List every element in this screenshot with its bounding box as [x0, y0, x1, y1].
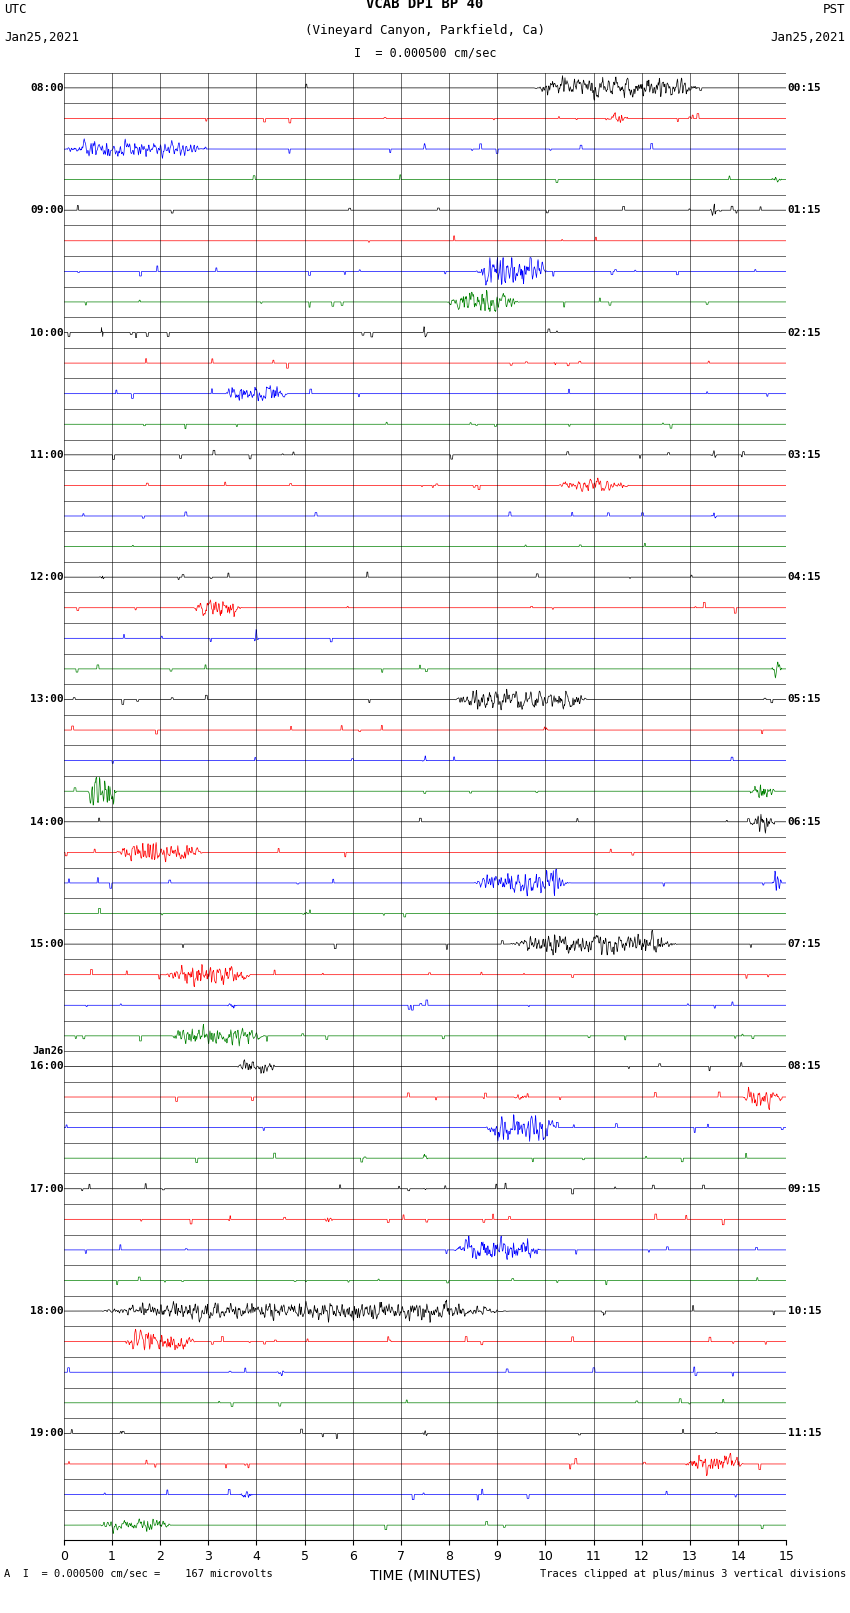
Text: 10:00: 10:00 — [30, 327, 64, 337]
Text: 17:00: 17:00 — [30, 1184, 64, 1194]
Text: 06:15: 06:15 — [787, 816, 821, 827]
Text: UTC: UTC — [4, 3, 26, 16]
Text: 08:00: 08:00 — [30, 82, 64, 94]
Text: 08:15: 08:15 — [787, 1061, 821, 1071]
Text: 01:15: 01:15 — [787, 205, 821, 215]
Text: 10:15: 10:15 — [787, 1307, 821, 1316]
Text: (Vineyard Canyon, Parkfield, Ca): (Vineyard Canyon, Parkfield, Ca) — [305, 24, 545, 37]
Text: I  = 0.000500 cm/sec: I = 0.000500 cm/sec — [354, 47, 496, 60]
Text: 11:15: 11:15 — [787, 1429, 821, 1439]
Text: 14:00: 14:00 — [30, 816, 64, 827]
Text: PST: PST — [824, 3, 846, 16]
Text: A  I  = 0.000500 cm/sec =    167 microvolts: A I = 0.000500 cm/sec = 167 microvolts — [4, 1569, 273, 1579]
Text: 09:00: 09:00 — [30, 205, 64, 215]
Text: Jan26: Jan26 — [32, 1045, 64, 1057]
Text: 19:00: 19:00 — [30, 1429, 64, 1439]
Text: 04:15: 04:15 — [787, 573, 821, 582]
Text: 15:00: 15:00 — [30, 939, 64, 948]
Text: Jan25,2021: Jan25,2021 — [771, 31, 846, 44]
Text: 05:15: 05:15 — [787, 695, 821, 705]
Text: 00:15: 00:15 — [787, 82, 821, 94]
Text: 11:00: 11:00 — [30, 450, 64, 460]
Text: 16:00: 16:00 — [30, 1061, 64, 1071]
Text: 13:00: 13:00 — [30, 695, 64, 705]
Text: Traces clipped at plus/minus 3 vertical divisions: Traces clipped at plus/minus 3 vertical … — [540, 1569, 846, 1579]
Text: 12:00: 12:00 — [30, 573, 64, 582]
Text: 09:15: 09:15 — [787, 1184, 821, 1194]
Text: VCAB DP1 BP 40: VCAB DP1 BP 40 — [366, 0, 484, 11]
Text: 07:15: 07:15 — [787, 939, 821, 948]
X-axis label: TIME (MINUTES): TIME (MINUTES) — [370, 1569, 480, 1582]
Text: Jan25,2021: Jan25,2021 — [4, 31, 79, 44]
Text: 02:15: 02:15 — [787, 327, 821, 337]
Text: 03:15: 03:15 — [787, 450, 821, 460]
Text: 18:00: 18:00 — [30, 1307, 64, 1316]
